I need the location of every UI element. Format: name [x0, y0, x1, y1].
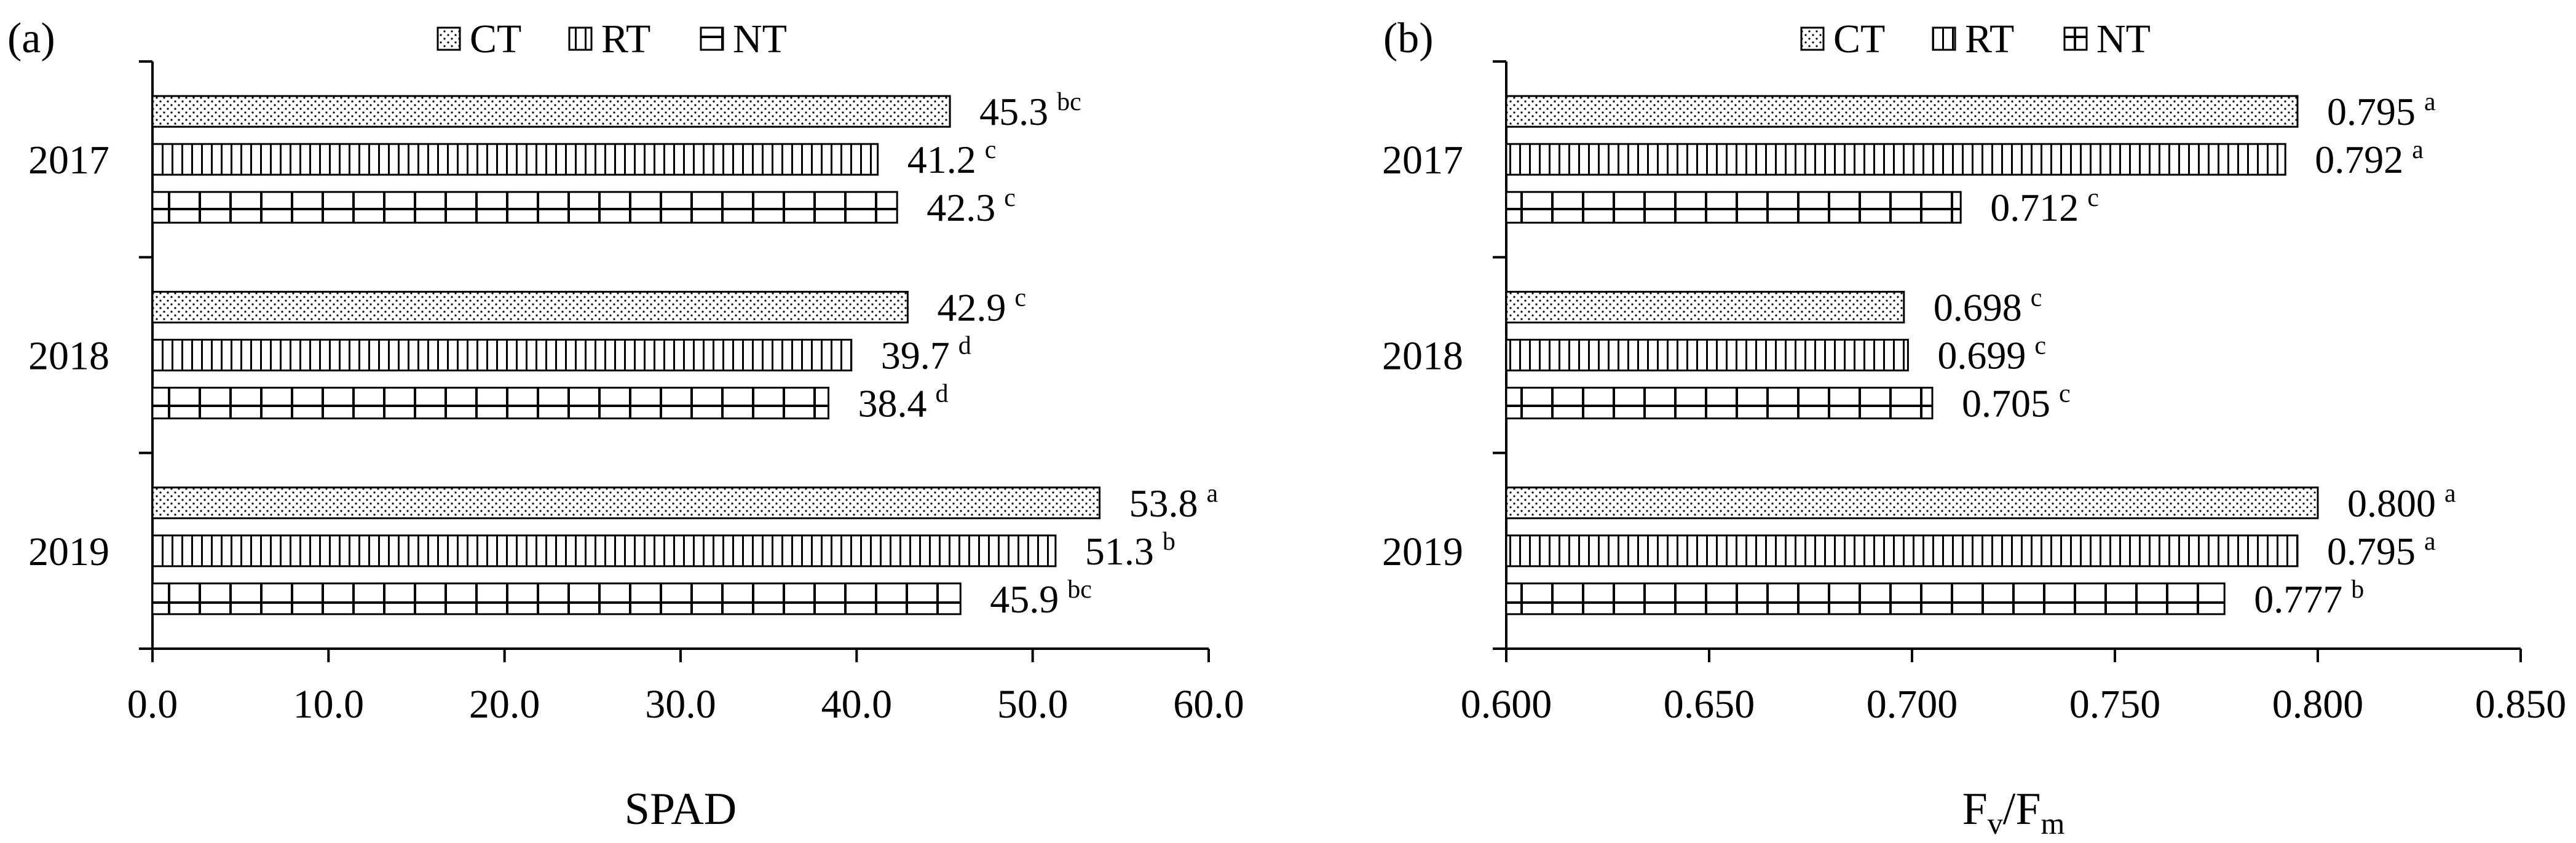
bar-ct-2017 [1505, 95, 2299, 128]
legend-label-nt: NT [733, 17, 787, 61]
data-label-ct-2017: 0.795 a [2327, 88, 2436, 133]
legend-label-ct: CT [470, 17, 521, 61]
x-tick-label: 60.0 [1173, 682, 1244, 727]
bar-ct-2019 [151, 486, 1100, 520]
x-tick-label: 0.750 [2069, 682, 2161, 727]
bar-rt-2017 [151, 143, 879, 176]
data-label-ct-2018: 0.698 c [1934, 284, 2042, 330]
chart-panels: (a) 0.0 10.0 20.0 30.0 40.0 50.0 60.0 SPAD 2017 45… [7, 15, 2566, 841]
legend-label-nt: NT [2096, 17, 2151, 61]
bar-rt-2018 [151, 339, 853, 371]
legend-swatch-nt [700, 26, 724, 51]
bar-ct-2017 [151, 95, 951, 128]
legend-swatch-nt [2063, 26, 2088, 51]
data-label-nt-2017: 42.3 c [926, 184, 1016, 229]
data-label-nt-2018: 38.4 d [858, 380, 949, 425]
data-label-ct-2019: 0.800 a [2347, 480, 2456, 525]
bar-rt-2019 [1505, 534, 2299, 568]
bar-ct-2019 [1505, 486, 2319, 520]
legend-swatch-ct [437, 26, 461, 51]
legend-swatch-rt [1932, 26, 1956, 51]
bar-ct-2018 [1505, 291, 1905, 323]
y-tick-label: 2017 [28, 138, 109, 183]
legend-swatch-ct [1800, 26, 1825, 51]
x-tick-label: 0.850 [2475, 682, 2567, 727]
chart-panel-a: (a) 0.0 10.0 20.0 30.0 40.0 50.0 60.0 SPAD 2017 45… [7, 15, 1244, 834]
x-tick-label: 0.800 [2272, 682, 2364, 727]
panel-label: (a) [7, 15, 55, 62]
y-tick-label: 2019 [1382, 529, 1463, 574]
x-tick-label: 0.650 [1664, 682, 1755, 727]
legend-swatch-rt [568, 26, 593, 51]
legend-label-rt: RT [1965, 17, 2014, 61]
data-label-nt-2018: 0.705 c [1962, 380, 2071, 425]
data-label-rt-2018: 0.699 c [1937, 332, 2046, 378]
x-tick-label: 0.700 [1867, 682, 1958, 727]
x-tick-label: 20.0 [469, 682, 540, 727]
x-tick-label: 30.0 [645, 682, 716, 727]
data-label-nt-2019: 0.777 b [2254, 576, 2364, 621]
data-label-rt-2019: 0.795 a [2327, 528, 2436, 573]
panel-label: (b) [1383, 15, 1434, 62]
x-tick-label: 0.0 [127, 682, 178, 727]
bar-rt-2017 [1505, 143, 2286, 176]
data-label-ct-2018: 42.9 c [937, 284, 1026, 330]
legend-label-ct: CT [1833, 17, 1885, 61]
data-label-nt-2017: 0.712 c [1990, 184, 2099, 229]
x-tick-label: 40.0 [821, 682, 893, 727]
data-label-rt-2018: 39.7 d [881, 332, 971, 378]
bar-ct-2018 [151, 291, 909, 323]
y-tick-label: 2019 [28, 529, 109, 574]
y-tick-label: 2018 [1382, 334, 1463, 379]
bar-rt-2018 [1505, 339, 1909, 371]
bar-nt-2018 [151, 387, 830, 419]
data-label-ct-2017: 45.3 bc [979, 88, 1081, 133]
data-label-nt-2019: 45.9 bc [990, 576, 1092, 621]
data-label-rt-2017: 0.792 a [2315, 136, 2424, 181]
y-tick-label: 2017 [1382, 138, 1463, 183]
bar-nt-2017 [1505, 191, 1962, 224]
bar-nt-2017 [151, 191, 898, 224]
chart-panel-b: (b) 0.600 0.650 0.700 0.750 0.800 0.850 Fv/Fm 20… [1382, 15, 2566, 841]
bar-rt-2019 [151, 534, 1057, 568]
y-tick-label: 2018 [28, 334, 109, 379]
x-axis-title: Fv/Fm [1962, 784, 2065, 841]
bar-nt-2019 [151, 582, 962, 615]
legend-label-rt: RT [601, 17, 650, 61]
x-tick-label: 10.0 [293, 682, 365, 727]
data-label-ct-2019: 53.8 a [1129, 480, 1218, 525]
bar-nt-2018 [1505, 387, 1934, 419]
bar-nt-2019 [1505, 582, 2226, 615]
data-label-rt-2019: 51.3 b [1085, 528, 1175, 573]
x-tick-label: 50.0 [997, 682, 1069, 727]
data-label-rt-2017: 41.2 c [907, 136, 997, 181]
x-axis-title: SPAD [625, 784, 737, 834]
x-tick-label: 0.600 [1461, 682, 1552, 727]
